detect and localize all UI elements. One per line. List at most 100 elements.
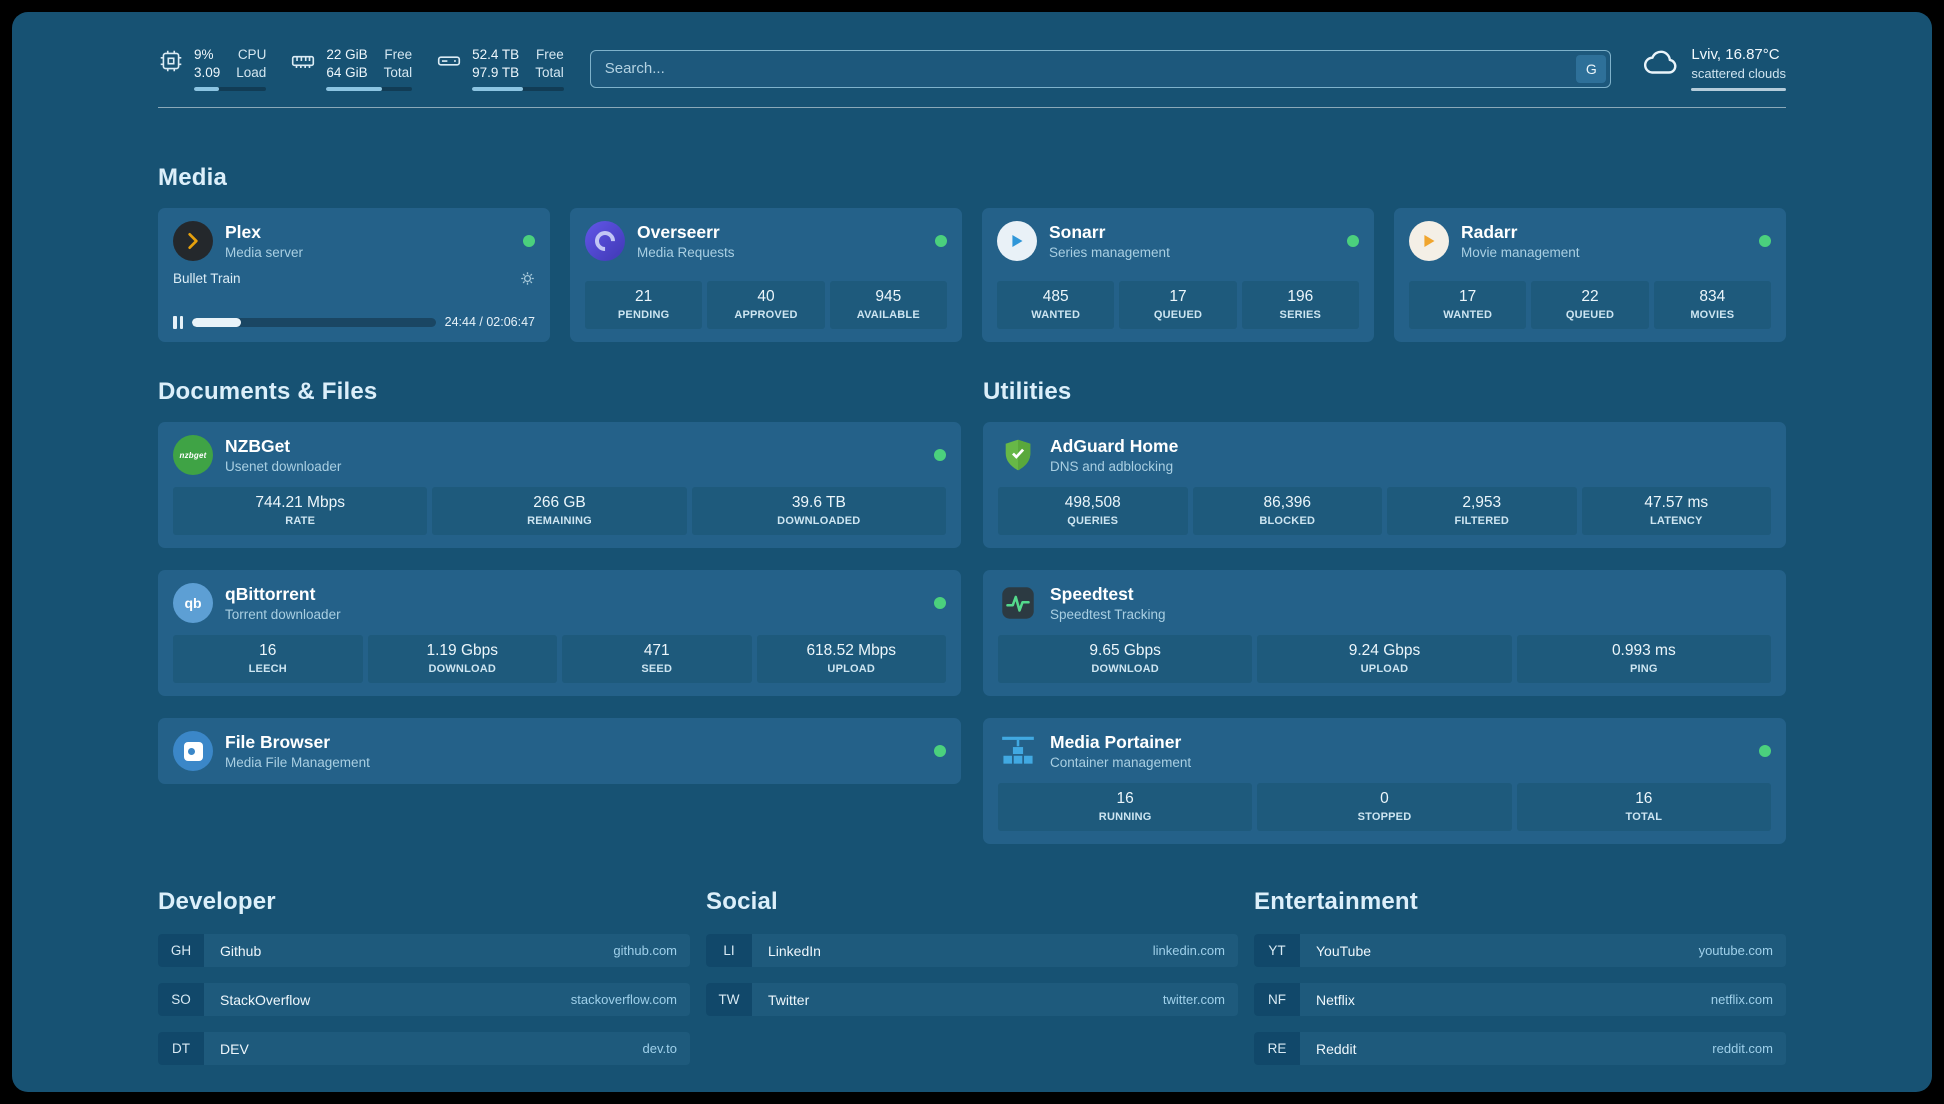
- stat-value: 9.24 Gbps: [1348, 642, 1421, 659]
- app-card-nzbget[interactable]: nzbget NZBGet Usenet downloader 744.21 M…: [158, 422, 961, 548]
- gear-icon[interactable]: [520, 271, 535, 286]
- stat-value: 485: [1042, 288, 1069, 305]
- stat-label: TOTAL: [1625, 811, 1663, 823]
- stat-value: 2,953: [1462, 494, 1502, 511]
- stat-queries: 498,508 QUERIES: [998, 487, 1188, 535]
- stat-label: UPLOAD: [1360, 663, 1409, 675]
- stat-value: 498,508: [1064, 494, 1121, 511]
- stat-value: 0.993 ms: [1611, 642, 1676, 659]
- app-card-speedtest[interactable]: Speedtest Speedtest Tracking 9.65 Gbps D…: [983, 570, 1786, 696]
- stat-value: 0: [1380, 790, 1389, 807]
- bookmark-abbr: GH: [158, 934, 204, 967]
- stat-series: 196 SERIES: [1241, 281, 1359, 329]
- app-name: AdGuard Home: [1050, 436, 1179, 456]
- stat-label: PING: [1629, 663, 1658, 675]
- stat-label: DOWNLOAD: [428, 663, 497, 675]
- memory-free-label: Free: [384, 47, 413, 62]
- stats-row: 16 LEECH 1.19 Gbps DOWNLOAD 471 SEED: [173, 635, 946, 683]
- stat-value: 39.6 TB: [791, 494, 846, 511]
- section-title-developer: Developer: [158, 888, 276, 915]
- disk-icon: [436, 48, 462, 79]
- stat-queued: 17 QUEUED: [1119, 281, 1237, 329]
- memory-total-label: Total: [383, 65, 413, 80]
- stat-approved: 40 APPROVED: [707, 281, 825, 329]
- status-dot: [1759, 745, 1771, 757]
- disk-total-label: Total: [535, 65, 564, 80]
- bookmark-abbr: SO: [158, 983, 204, 1016]
- app-card-adguard[interactable]: AdGuard Home DNS and adblocking 498,508 …: [983, 422, 1786, 548]
- app-card-qbittorrent[interactable]: qb qBittorrent Torrent downloader 16 LEE…: [158, 570, 961, 696]
- overseerr-icon: [585, 221, 625, 261]
- bookmark-dev[interactable]: DT DEV dev.to: [158, 1032, 690, 1065]
- bookmark-name: Netflix: [1316, 991, 1355, 1008]
- status-dot: [934, 745, 946, 757]
- section-title-utilities: Utilities: [983, 378, 1072, 405]
- app-card-plex[interactable]: Plex Media server Bullet Train: [158, 208, 550, 342]
- stat-blocked: 86,396 BLOCKED: [1192, 487, 1382, 535]
- search-bar[interactable]: G: [589, 49, 1612, 88]
- app-name: Sonarr: [1049, 222, 1106, 242]
- section-title-documents: Documents & Files: [158, 378, 378, 405]
- cpu-progress-bar: [194, 87, 267, 91]
- stats-row: 498,508 QUERIES 86,396 BLOCKED 2,953 FIL…: [998, 487, 1771, 535]
- now-playing-title: Bullet Train: [173, 271, 241, 286]
- status-dot: [934, 597, 946, 609]
- bookmark-url: dev.to: [642, 1041, 677, 1056]
- bookmark-abbr: LI: [706, 934, 752, 967]
- top-bar: 9% 3.09 CPU Load: [158, 46, 1786, 91]
- app-name: qBittorrent: [225, 584, 316, 604]
- bookmark-reddit[interactable]: RE Reddit reddit.com: [1254, 1032, 1786, 1065]
- stat-label: STOPPED: [1357, 811, 1412, 823]
- stat-label: DOWNLOADED: [777, 515, 861, 527]
- cpu-load-value: 3.09: [194, 65, 221, 80]
- status-dot: [934, 449, 946, 461]
- media-cards-row: Plex Media server Bullet Train: [158, 208, 1786, 342]
- stat-value: 22: [1581, 288, 1599, 305]
- bookmark-youtube[interactable]: YT YouTube youtube.com: [1254, 934, 1786, 967]
- weather-condition: scattered clouds: [1691, 66, 1786, 81]
- stats-row: 744.21 Mbps RATE 266 GB REMAINING 39.6 T…: [173, 487, 946, 535]
- section-media: Media Plex Media server: [158, 164, 1786, 342]
- status-dot: [1759, 235, 1771, 247]
- bookmark-abbr: DT: [158, 1032, 204, 1065]
- app-description: Torrent downloader: [225, 607, 341, 622]
- bookmarks-row: Developer GH Github github.com SO StackO…: [158, 888, 1786, 1092]
- stats-row: 9.65 Gbps DOWNLOAD 9.24 Gbps UPLOAD 0.99…: [998, 635, 1771, 683]
- app-card-radarr[interactable]: Radarr Movie management 17 WANTED 22 QUE…: [1394, 208, 1786, 342]
- app-name: Media Portainer: [1050, 732, 1182, 752]
- bookmark-name: StackOverflow: [220, 991, 311, 1008]
- stat-upload: 9.24 Gbps UPLOAD: [1257, 635, 1512, 683]
- pause-icon[interactable]: [173, 315, 183, 329]
- bookmark-name: LinkedIn: [768, 942, 821, 959]
- bookmark-linkedin[interactable]: LI LinkedIn linkedin.com: [706, 934, 1238, 967]
- stat-pending: 21 PENDING: [585, 281, 703, 329]
- bookmark-twitter[interactable]: TW Twitter twitter.com: [706, 983, 1238, 1016]
- filebrowser-icon: [173, 731, 213, 771]
- stat-value: 40: [757, 288, 775, 305]
- stat-value: 618.52 Mbps: [806, 642, 897, 659]
- bookmark-github[interactable]: GH Github github.com: [158, 934, 690, 967]
- bookmark-name: Reddit: [1316, 1040, 1357, 1057]
- app-card-portainer[interactable]: Media Portainer Container management 16 …: [983, 718, 1786, 844]
- app-card-sonarr[interactable]: Sonarr Series management 485 WANTED 17 Q…: [982, 208, 1374, 342]
- bookmark-stackoverflow[interactable]: SO StackOverflow stackoverflow.com: [158, 983, 690, 1016]
- app-card-overseerr[interactable]: Overseerr Media Requests 21 PENDING 40 A…: [570, 208, 962, 342]
- search-input[interactable]: [590, 50, 1611, 87]
- disk-widget: 52.4 TB 97.9 TB Free Total: [436, 46, 564, 91]
- app-description: Media server: [225, 245, 304, 260]
- stat-ping: 0.993 ms PING: [1516, 635, 1771, 683]
- bookmark-url: linkedin.com: [1152, 943, 1225, 958]
- dashboard-container: 9% 3.09 CPU Load: [158, 12, 1786, 1092]
- app-card-filebrowser[interactable]: File Browser Media File Management: [158, 718, 961, 784]
- playback-progress-bar[interactable]: [192, 317, 436, 327]
- stat-label: MOVIES: [1690, 309, 1735, 321]
- bookmark-name: Github: [220, 942, 262, 959]
- stat-label: RUNNING: [1098, 811, 1152, 823]
- bookmark-netflix[interactable]: NF Netflix netflix.com: [1254, 983, 1786, 1016]
- bookmark-url: github.com: [613, 943, 677, 958]
- stat-label: APPROVED: [734, 309, 798, 321]
- stat-label: FILTERED: [1454, 515, 1510, 527]
- stat-wanted: 17 WANTED: [1409, 281, 1527, 329]
- stat-downloaded: 39.6 TB DOWNLOADED: [691, 487, 946, 535]
- search-provider-button[interactable]: G: [1576, 54, 1607, 83]
